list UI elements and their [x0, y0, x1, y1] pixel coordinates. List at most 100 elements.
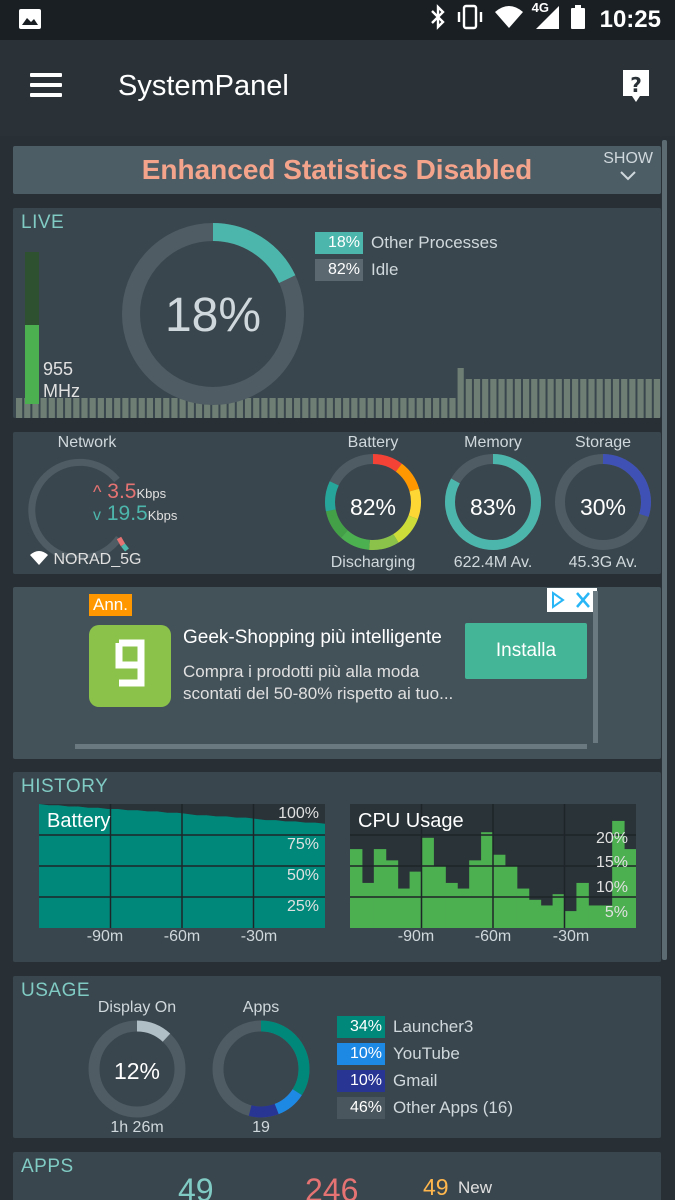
freq-bar	[367, 398, 374, 418]
display-on-label: Display On	[97, 999, 177, 1016]
apps-count: 19	[252, 1119, 270, 1136]
live-card[interactable]: LIVE 955 MHz 18% 18% Other Processes 82%…	[13, 208, 661, 418]
freq-bar	[637, 379, 644, 418]
freq-bar	[326, 398, 333, 418]
battery-segment	[325, 454, 421, 550]
ad-tag: Ann.	[89, 594, 132, 616]
freq-bar	[155, 398, 162, 418]
tick-y: 50%	[286, 867, 319, 884]
freq-bar	[130, 398, 137, 418]
cpu-bar	[493, 854, 506, 928]
upload-arrow-icon: ^	[93, 482, 102, 502]
cpu-bar	[385, 860, 399, 928]
cpu-frequency-history	[16, 368, 660, 418]
display-on-value: 12%	[113, 1058, 161, 1084]
freq-bar	[16, 398, 23, 418]
vibrate-icon	[456, 4, 484, 36]
tick-y: 25%	[286, 898, 319, 915]
scrollbar[interactable]	[662, 140, 667, 960]
image-icon	[18, 8, 42, 35]
cpu-bar	[552, 894, 565, 928]
tick-x: -90m	[86, 928, 124, 945]
wish-g-logo-icon[interactable]	[89, 625, 171, 707]
svg-text:?: ?	[630, 73, 642, 97]
usage-legend-gmail: 10% Gmail	[337, 1070, 437, 1092]
storage-available: 45.3G Av.	[568, 554, 638, 571]
freq-bar	[73, 398, 80, 418]
cpu-frequency-fill	[25, 324, 39, 404]
legend-value: 10%	[337, 1043, 385, 1065]
stats-card[interactable]: Network ^ 3.5Kbps v 19.5Kbps NORAD_5G Ba…	[13, 432, 661, 574]
ad-choices-icon[interactable]	[547, 588, 597, 612]
freq-bar	[408, 398, 415, 418]
ad-card[interactable]: Ann. Geek-Shopping più intelligente Comp…	[13, 587, 661, 759]
storage-ring	[555, 454, 651, 550]
usage-legend-launcher3: 34% Launcher3	[337, 1016, 473, 1038]
cpu-bar	[469, 860, 482, 928]
ad-scrollbar-vertical[interactable]	[593, 591, 598, 743]
battery-history-chart: Battery 100% 75% 50% 25%	[39, 804, 325, 928]
battery-history-plot	[39, 804, 325, 928]
freq-bar	[244, 398, 252, 418]
freq-bar	[547, 379, 554, 418]
tick-y: 5%	[604, 904, 628, 921]
cpu-bar	[373, 849, 387, 928]
apps-card[interactable]: APPS 49 246 49 New	[13, 1152, 661, 1200]
freq-bar	[498, 379, 505, 418]
freq-bar	[269, 398, 276, 418]
ad-headline[interactable]: Geek-Shopping più intelligente	[183, 627, 442, 648]
status-bar: 4G 10:25	[0, 0, 675, 40]
freq-bar	[204, 398, 211, 418]
install-button[interactable]: Installa	[465, 623, 587, 679]
usage-label: USAGE	[21, 980, 91, 1001]
freq-bar	[522, 379, 530, 418]
freq-bar	[195, 398, 203, 418]
freq-bar	[383, 398, 391, 418]
apps-ring-segment	[212, 1020, 310, 1118]
show-button[interactable]: SHOW	[603, 150, 653, 186]
battery-segment	[325, 454, 421, 550]
enhanced-stats-banner[interactable]: Enhanced Statistics Disabled SHOW	[13, 146, 661, 194]
download-value: 19.5	[106, 502, 148, 525]
tick-y: 100%	[278, 805, 319, 822]
freq-bar	[122, 398, 129, 418]
upload-unit: Kbps	[136, 486, 167, 501]
freq-bar	[416, 398, 423, 418]
cpu-bar	[516, 888, 530, 928]
apps-count-a: 49	[178, 1172, 214, 1200]
tick-x: -60m	[163, 928, 201, 945]
legend-label: Gmail	[393, 1071, 438, 1090]
freq-bar	[40, 398, 47, 418]
freq-bar	[343, 398, 350, 418]
freq-bar	[514, 379, 521, 418]
freq-bar	[612, 379, 620, 418]
ad-scrollbar-horizontal[interactable]	[75, 744, 587, 749]
battery-segment	[325, 454, 421, 550]
battery-status: Discharging	[330, 554, 416, 571]
usage-card[interactable]: USAGE Display On 12% 1h 26m Apps 19 34% …	[13, 976, 661, 1138]
freq-bar	[253, 398, 260, 418]
clock: 10:25	[599, 6, 661, 33]
menu-icon[interactable]	[30, 73, 62, 99]
show-label: SHOW	[603, 150, 653, 167]
freq-bar	[277, 398, 284, 418]
apps-ring-segment	[212, 1020, 310, 1118]
cpu-bar	[445, 882, 458, 928]
freq-bar	[539, 379, 546, 418]
tick-y: 10%	[595, 879, 628, 896]
history-card[interactable]: HISTORY Battery 100% 75% 50% 25% -90m -6…	[13, 772, 661, 962]
wifi-icon	[30, 551, 48, 565]
cpu-bar	[624, 849, 637, 928]
ad-description: Compra i prodotti più alla moda scontati…	[183, 662, 454, 703]
freq-bar	[179, 398, 186, 418]
help-icon[interactable]: ?	[621, 68, 651, 104]
freq-bar	[457, 368, 464, 418]
freq-bar	[351, 398, 358, 418]
legend-label: Launcher3	[393, 1017, 474, 1036]
cpu-bar	[457, 888, 470, 928]
freq-bar	[424, 398, 432, 418]
ssid-text: NORAD_5G	[53, 551, 142, 568]
freq-bar	[629, 379, 636, 418]
cpu-frequency-value: 955	[43, 359, 74, 379]
apps-new-count: 49	[423, 1174, 449, 1200]
